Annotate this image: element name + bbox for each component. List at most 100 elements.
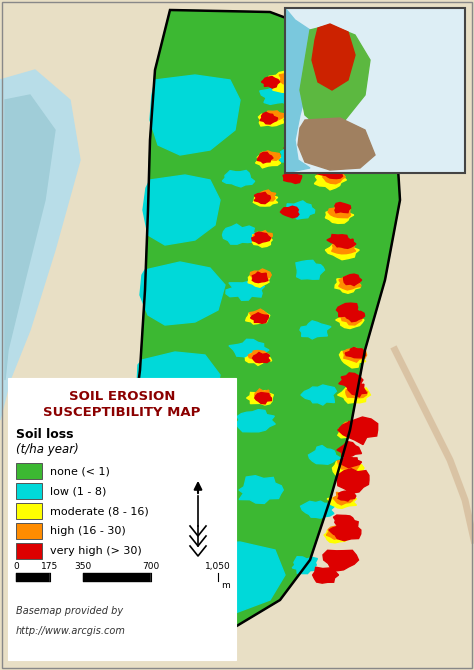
Polygon shape <box>222 170 255 187</box>
Polygon shape <box>281 206 299 218</box>
Polygon shape <box>140 262 225 325</box>
Polygon shape <box>305 95 329 111</box>
Polygon shape <box>253 230 273 241</box>
Polygon shape <box>336 311 364 328</box>
Polygon shape <box>329 525 350 535</box>
Polygon shape <box>260 84 299 105</box>
Polygon shape <box>315 135 335 146</box>
Polygon shape <box>292 557 318 574</box>
Polygon shape <box>327 170 343 178</box>
Polygon shape <box>343 348 366 362</box>
Text: SUSCEPTIBILITY MAP: SUSCEPTIBILITY MAP <box>43 406 201 419</box>
Text: very high (> 30): very high (> 30) <box>50 546 142 556</box>
Polygon shape <box>255 393 272 404</box>
Polygon shape <box>314 170 346 190</box>
Bar <box>285 8 465 173</box>
Polygon shape <box>301 501 334 518</box>
Polygon shape <box>345 420 365 432</box>
Polygon shape <box>150 75 240 155</box>
Polygon shape <box>335 202 351 213</box>
Polygon shape <box>5 95 55 380</box>
Text: http://www.arcgis.com: http://www.arcgis.com <box>16 626 126 636</box>
Polygon shape <box>294 72 316 84</box>
Polygon shape <box>246 352 272 365</box>
Polygon shape <box>253 193 278 206</box>
Polygon shape <box>339 350 366 368</box>
Text: m: m <box>221 581 230 590</box>
Polygon shape <box>341 456 362 468</box>
Polygon shape <box>264 111 284 122</box>
Polygon shape <box>334 515 354 527</box>
Polygon shape <box>120 10 400 648</box>
Polygon shape <box>239 476 283 503</box>
Polygon shape <box>229 339 269 360</box>
Polygon shape <box>333 492 355 505</box>
Polygon shape <box>325 206 354 223</box>
Polygon shape <box>272 72 319 97</box>
Bar <box>16 523 42 539</box>
Polygon shape <box>249 309 268 320</box>
Polygon shape <box>324 527 348 543</box>
Polygon shape <box>300 321 331 339</box>
Polygon shape <box>345 348 365 358</box>
Polygon shape <box>337 469 369 493</box>
Polygon shape <box>323 171 346 184</box>
Bar <box>16 543 42 559</box>
Polygon shape <box>346 385 367 398</box>
Polygon shape <box>252 272 268 283</box>
Polygon shape <box>285 74 314 89</box>
Polygon shape <box>236 409 275 432</box>
Polygon shape <box>256 190 276 201</box>
Polygon shape <box>296 261 325 279</box>
Polygon shape <box>326 525 346 539</box>
Polygon shape <box>337 303 362 317</box>
Polygon shape <box>133 542 285 618</box>
Polygon shape <box>340 311 362 325</box>
Bar <box>16 463 42 479</box>
Polygon shape <box>328 207 350 218</box>
Polygon shape <box>335 279 361 293</box>
Polygon shape <box>285 8 315 173</box>
Polygon shape <box>251 313 268 324</box>
Text: moderate (8 - 16): moderate (8 - 16) <box>50 506 149 516</box>
Text: 350: 350 <box>74 562 92 571</box>
Polygon shape <box>327 494 356 509</box>
Polygon shape <box>298 118 375 170</box>
Polygon shape <box>253 352 270 362</box>
Text: (t/ha year): (t/ha year) <box>16 443 79 456</box>
Text: Basemap provided by: Basemap provided by <box>16 606 123 616</box>
Text: 0: 0 <box>13 562 19 571</box>
Polygon shape <box>280 0 474 280</box>
Polygon shape <box>338 491 356 501</box>
Polygon shape <box>246 391 273 405</box>
Polygon shape <box>339 373 363 389</box>
Text: none (< 1): none (< 1) <box>50 466 110 476</box>
Polygon shape <box>260 151 281 160</box>
Polygon shape <box>248 273 270 287</box>
Polygon shape <box>303 137 337 155</box>
Polygon shape <box>258 113 284 126</box>
Polygon shape <box>260 113 278 124</box>
Polygon shape <box>248 350 270 360</box>
Polygon shape <box>342 422 365 435</box>
Bar <box>8 378 236 660</box>
Polygon shape <box>327 234 350 247</box>
Polygon shape <box>137 352 220 418</box>
Polygon shape <box>291 113 312 125</box>
Polygon shape <box>337 442 362 456</box>
Text: 700: 700 <box>142 562 159 571</box>
Polygon shape <box>325 242 359 260</box>
Polygon shape <box>338 424 366 438</box>
Polygon shape <box>344 274 362 285</box>
Polygon shape <box>246 311 270 324</box>
Bar <box>16 503 42 519</box>
Polygon shape <box>252 232 271 244</box>
Polygon shape <box>299 81 323 94</box>
Polygon shape <box>335 520 361 541</box>
Polygon shape <box>380 300 474 670</box>
Polygon shape <box>252 234 272 247</box>
Polygon shape <box>283 172 302 184</box>
Polygon shape <box>314 137 336 149</box>
Polygon shape <box>269 71 301 87</box>
Polygon shape <box>255 389 271 399</box>
